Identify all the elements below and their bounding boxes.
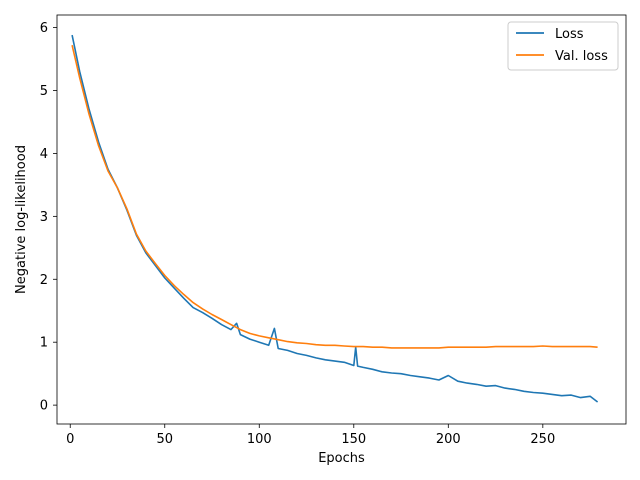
y-tick-label: 4: [40, 147, 48, 162]
x-ticks: 0 50 100 150 200 250: [66, 424, 555, 447]
legend-frame: [507, 21, 619, 71]
plot-background: [57, 15, 626, 424]
y-ticks: 0 1 2 3 4 5 6: [40, 21, 57, 414]
y-tick-label: 2: [40, 273, 48, 288]
y-axis-label: Negative log-likelihood: [14, 145, 29, 294]
x-tick-label: 150: [341, 432, 366, 447]
x-tick-label: 250: [530, 432, 555, 447]
y-tick-label: 1: [40, 336, 48, 351]
y-tick-label: 3: [40, 210, 48, 225]
plot-frame: [56, 14, 627, 425]
y-tick-label: 6: [40, 21, 48, 36]
series-line-val-loss: [71, 45, 598, 349]
legend-label-val-loss: Val. loss: [555, 49, 608, 64]
x-axis-label: Epochs: [318, 451, 365, 466]
x-tick-label: 100: [247, 432, 272, 447]
x-tick-label: 50: [156, 432, 173, 447]
legend-label-loss: Loss: [555, 27, 584, 42]
x-tick-label: 0: [66, 432, 74, 447]
y-tick-label: 0: [40, 399, 48, 414]
series-layer: [71, 34, 599, 403]
legend: Loss Val. loss: [507, 21, 619, 71]
y-tick-label: 5: [40, 84, 48, 99]
series-line-loss: [71, 34, 599, 403]
x-tick-label: 200: [436, 432, 461, 447]
